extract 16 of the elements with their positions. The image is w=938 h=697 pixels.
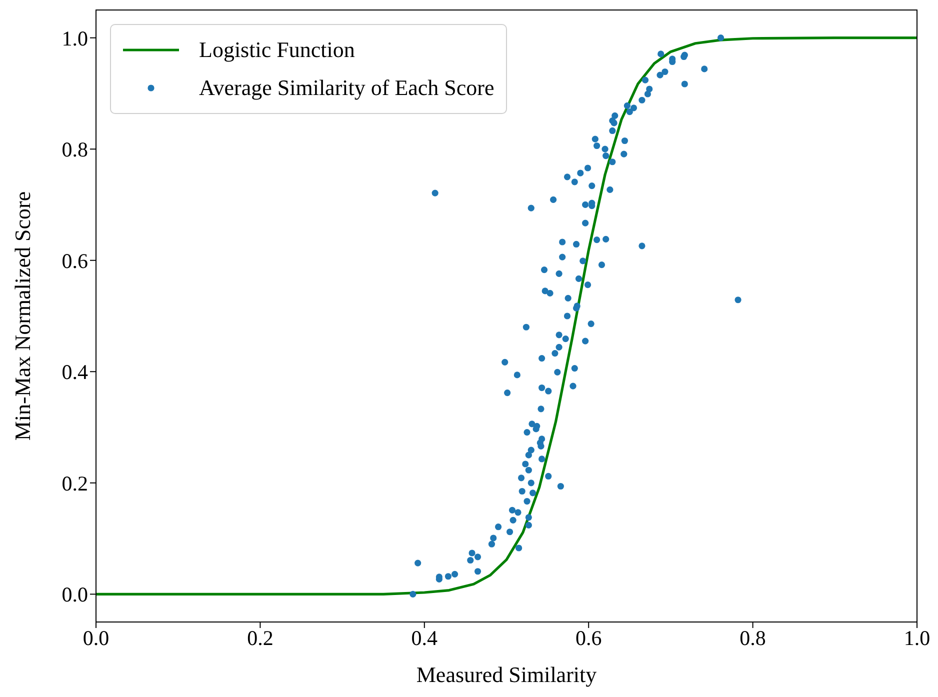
y-tick-label: 0.6 [62,248,88,273]
legend-label: Average Similarity of Each Score [199,74,494,102]
y-tick-label: 0.4 [62,360,88,384]
x-tick-label: 0.6 [575,626,602,650]
y-tick-label: 0.2 [62,471,88,496]
y-tick-label: 0.8 [62,138,88,162]
x-tick-label: 0.8 [740,626,766,650]
x-tick-label: 1.0 [904,626,930,650]
x-axis-title: Measured Similarity [416,662,597,687]
y-axis-title: Min-Max Normalized Score [10,191,35,441]
legend-label: Logistic Function [199,36,355,64]
x-tick-label: 0.2 [247,626,274,650]
x-tick-label: 0.0 [82,626,110,650]
y-tick-label: 0.0 [62,582,88,607]
x-tick-label: 0.4 [411,626,438,650]
y-tick-label: 1.0 [62,26,88,50]
